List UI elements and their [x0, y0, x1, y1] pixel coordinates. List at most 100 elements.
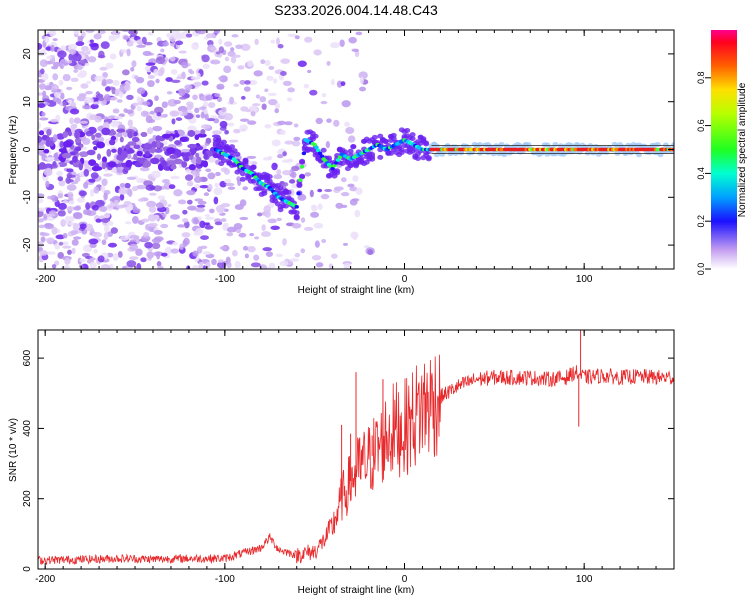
spectrogram-cell: [101, 161, 107, 170]
spectrogram-cell: [101, 239, 107, 246]
spectrogram-cell: [89, 188, 95, 197]
spectrogram-cell: [359, 86, 367, 92]
spectrogram-cell: [282, 238, 287, 246]
colorbar: 0.0 0.2 0.4 0.6 0.8 Normalized spectral ampl…: [696, 30, 748, 275]
spectrogram-cell: [164, 246, 172, 255]
spectrogram-cell: [125, 221, 132, 225]
spectrogram-ytick-label: -10: [22, 190, 33, 205]
spectrogram-cell: [200, 235, 209, 240]
spectrogram-cell: [254, 38, 259, 46]
snr-ytick-label: 600: [22, 349, 33, 366]
spectrogram-cell: [230, 47, 235, 52]
spectrogram-cell: [95, 218, 102, 223]
spectrogram-cell: [268, 262, 276, 269]
spectrogram-cell: [68, 222, 75, 226]
spectrogram-cell: [62, 245, 72, 249]
spectrogram-cell: [81, 45, 89, 52]
spectrogram-cell: [239, 124, 249, 132]
spectrogram-cell: [205, 33, 214, 39]
spectrogram-cell: [69, 117, 75, 125]
spectrogram-cell: [136, 157, 143, 162]
spectrogram-cell: [154, 106, 164, 114]
spectrogram-cell: [90, 209, 97, 216]
spectrogram-cell: [195, 170, 200, 179]
spectrogram-cell: [160, 160, 167, 167]
spectrogram-cell: [61, 241, 69, 246]
spectrogram-cell: [153, 236, 164, 242]
spectrogram-cell: [245, 109, 251, 113]
spectrogram-cell: [330, 42, 340, 49]
spectrogram-cell: [317, 188, 323, 193]
spectrogram-xtick-label: 100: [576, 274, 593, 285]
spectrogram-cell: [87, 48, 93, 52]
spectrogram-cell: [70, 229, 78, 235]
spectrogram-cell: [172, 241, 178, 246]
spectrogram-cell: [223, 65, 232, 74]
spectrogram-cell: [267, 218, 277, 224]
spectrogram-cell: [178, 96, 187, 100]
spectrogram-cell: [169, 56, 176, 62]
spectrogram-cell: [125, 159, 133, 168]
spectrogram-cell: [235, 44, 243, 50]
colorbar-tick-label: 0.0: [696, 263, 706, 276]
spectrogram-cell: [145, 115, 153, 124]
spectrogram-cell: [56, 88, 62, 93]
spectrogram-cell: [238, 232, 247, 238]
spectrogram-cell: [303, 83, 310, 89]
spectrogram-cell: [264, 59, 271, 66]
spectrogram-cell: [293, 123, 299, 128]
spectrogram-cell: [117, 147, 123, 156]
spectrogram-cell: [65, 176, 72, 184]
spectrogram-cell: [81, 252, 90, 258]
spectrogram-cell: [154, 95, 159, 102]
spectrogram-cell: [45, 251, 56, 255]
spectrogram-cell: [111, 148, 117, 153]
spectrogram-cell: [268, 65, 275, 70]
spectrogram-cell: [259, 96, 267, 103]
spectrogram-cell: [40, 68, 45, 75]
spectrogram-halo: [239, 176, 246, 182]
spectrogram-cell: [79, 264, 85, 269]
spectrogram-cell: [59, 92, 65, 100]
spectrogram-cell: [141, 218, 150, 223]
spectrogram-cell: [51, 65, 59, 70]
spectrogram-cell: [228, 139, 239, 143]
spectrogram-cell: [289, 258, 300, 262]
spectrogram-cell: [126, 176, 137, 181]
spectrogram-cell: [49, 30, 57, 37]
spectrogram-cell: [66, 168, 74, 173]
spectrogram-cell: [207, 183, 213, 191]
spectrogram-cell: [347, 135, 356, 143]
spectrogram-cell: [354, 209, 361, 218]
spectrogram-cell: [73, 117, 81, 124]
spectrogram-cell: [142, 101, 151, 106]
spectrogram-cell: [102, 116, 109, 120]
spectrogram-cell: [176, 76, 184, 80]
spectrogram-xtick-label: -100: [215, 274, 235, 285]
spectrogram-cell: [180, 148, 191, 153]
spectrogram-cell: [317, 203, 323, 210]
spectrogram-cell: [335, 202, 344, 209]
figure-title: S233.2026.004.14.48.C43: [274, 2, 438, 18]
spectrogram-cell: [204, 216, 215, 220]
spectrogram-cell: [217, 259, 225, 263]
spectrogram-cell: [186, 189, 196, 196]
spectrogram-cell: [62, 232, 68, 239]
spectrogram-cell: [98, 50, 105, 59]
spectrogram-cell: [282, 80, 292, 86]
snr-ytick-label: 200: [22, 490, 33, 507]
spectrogram-cell: [148, 192, 157, 196]
spectrogram-cell: [324, 188, 333, 192]
spectrogram-cell: [257, 212, 263, 217]
spectrogram-cell: [46, 128, 52, 136]
spectrogram-cell: [89, 39, 94, 44]
spectrogram-cell: [280, 58, 291, 64]
spectrogram-cell: [118, 187, 127, 195]
spectrogram-cell: [129, 243, 139, 251]
spectrogram-cell: [88, 159, 97, 166]
spectrogram-cell: [274, 108, 280, 114]
spectrogram-cell: [276, 217, 282, 222]
spectrogram-cell: [126, 40, 134, 47]
spectrogram-cell: [85, 90, 93, 95]
spectrogram-cell: [159, 66, 165, 75]
